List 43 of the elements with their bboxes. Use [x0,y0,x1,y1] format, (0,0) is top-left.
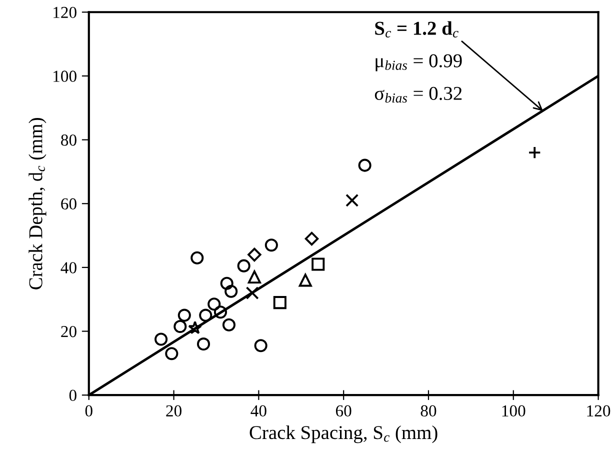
point [190,251,204,264]
y-tick-label: 60 [61,198,76,210]
point [304,232,319,246]
y-tick-label: 100 [54,70,76,82]
point [199,308,212,322]
point [254,339,268,352]
point [214,306,228,319]
point [248,248,262,262]
x-tick-label: 20 [166,405,182,417]
point [178,308,191,322]
point [220,276,234,290]
x-tick-label: 100 [502,405,526,417]
x-tick-label: 60 [336,405,352,417]
point [237,259,250,272]
point [358,158,372,172]
y-tick-label: 0 [69,390,76,402]
annotation: σ$_{bias}$ = 0.32 [374,86,462,103]
y-axis-title: Crack Depth, d$_{c}$ (mm) [28,118,46,290]
point [196,337,210,351]
point [222,318,236,332]
point [248,270,261,284]
annotation: S$_{c}$ = 1.2 d$_{c}$ [375,21,458,38]
point [174,320,187,334]
y-tick-label: 120 [54,6,76,18]
point [273,296,286,310]
x-tick-label: 80 [420,405,436,417]
point [264,238,278,252]
x-tick-label: 0 [85,405,92,417]
annotation: μ$_{bias}$ = 0.99 [376,54,462,72]
y-tick-label: 80 [61,134,76,146]
point [298,274,312,287]
x-tick-label: 40 [250,405,266,417]
y-tick-label: 20 [61,326,76,338]
point [208,298,221,311]
x-tick-label: 120 [587,405,610,417]
point [346,194,359,207]
point [188,320,202,334]
point [154,332,168,346]
x-axis-title: Crack Spacing, S$_{c}$ (mm) [250,425,438,444]
y-tick-label: 40 [60,262,76,274]
point [224,284,238,298]
point [165,347,178,360]
point [312,258,325,271]
